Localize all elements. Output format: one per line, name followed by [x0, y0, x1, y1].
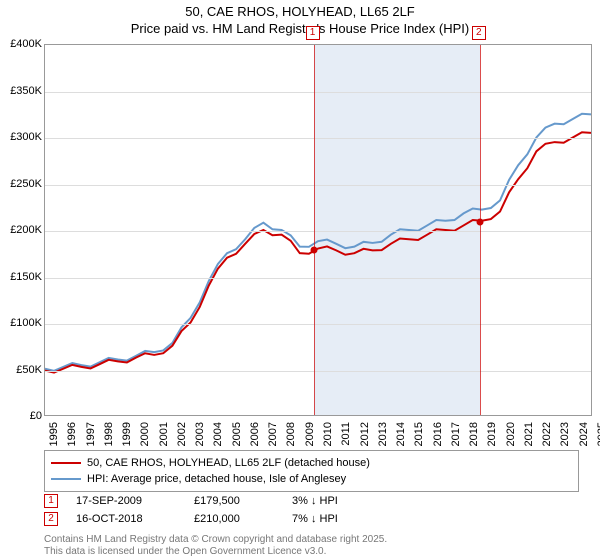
footer-line-2: This data is licensed under the Open Gov…: [44, 546, 387, 558]
y-tick-label: £200K: [10, 224, 42, 236]
marker-box: 1: [44, 494, 58, 508]
y-tick-label: £0: [30, 410, 42, 422]
transaction-row: 2 16-OCT-2018 £210,000 7% ↓ HPI: [44, 510, 382, 528]
series-line: [45, 132, 591, 372]
x-tick-label: 2003: [194, 422, 206, 446]
series-line: [45, 114, 591, 371]
x-tick-label: 2016: [432, 422, 444, 446]
footer-line-1: Contains HM Land Registry data © Crown c…: [44, 534, 387, 546]
x-tick-label: 2011: [340, 422, 352, 446]
x-tick-label: 2008: [285, 422, 297, 446]
txn-date: 16-OCT-2018: [76, 513, 176, 525]
x-tick-label: 2000: [139, 422, 151, 446]
gridline-h: [45, 185, 591, 186]
x-tick-label: 1998: [103, 422, 115, 446]
x-tick-label: 2015: [413, 422, 425, 446]
legend-item: 50, CAE RHOS, HOLYHEAD, LL65 2LF (detach…: [51, 455, 572, 471]
txn-hpi: 7% ↓ HPI: [292, 513, 382, 525]
x-tick-label: 2010: [322, 422, 334, 446]
x-tick-label: 2004: [212, 422, 224, 446]
marker-box: 2: [472, 26, 486, 40]
x-tick-label: 2006: [249, 422, 261, 446]
y-tick-label: £350K: [10, 85, 42, 97]
footer: Contains HM Land Registry data © Crown c…: [44, 534, 387, 558]
x-tick-label: 1999: [121, 422, 133, 446]
x-tick-label: 2020: [505, 422, 517, 446]
y-tick-label: £400K: [10, 38, 42, 50]
gridline-h: [45, 371, 591, 372]
marker-line: [314, 45, 315, 415]
title-line-2: Price paid vs. HM Land Registry's House …: [0, 21, 600, 38]
marker-line: [480, 45, 481, 415]
marker-box: 2: [44, 512, 58, 526]
x-tick-label: 2002: [176, 422, 188, 446]
legend-swatch: [51, 462, 81, 464]
x-tick-label: 2023: [559, 422, 571, 446]
x-tick-label: 2017: [450, 422, 462, 446]
title-line-1: 50, CAE RHOS, HOLYHEAD, LL65 2LF: [0, 4, 600, 21]
x-tick-label: 2007: [267, 422, 279, 446]
x-tick-label: 1995: [48, 422, 60, 446]
legend-label: 50, CAE RHOS, HOLYHEAD, LL65 2LF (detach…: [87, 457, 370, 469]
line-canvas: [45, 45, 591, 415]
x-tick-label: 2024: [578, 422, 590, 446]
txn-price: £179,500: [194, 495, 274, 507]
txn-date: 17-SEP-2009: [76, 495, 176, 507]
x-tick-label: 2005: [231, 422, 243, 446]
x-tick-label: 1997: [85, 422, 97, 446]
x-tick-label: 2014: [395, 422, 407, 446]
x-tick-label: 2009: [304, 422, 316, 446]
x-tick-label: 2021: [523, 422, 535, 446]
legend: 50, CAE RHOS, HOLYHEAD, LL65 2LF (detach…: [44, 450, 579, 492]
legend-swatch: [51, 478, 81, 480]
y-tick-label: £100K: [10, 317, 42, 329]
marker-dot: [310, 247, 317, 254]
y-tick-label: £50K: [16, 364, 42, 376]
y-tick-label: £250K: [10, 178, 42, 190]
gridline-h: [45, 138, 591, 139]
gridline-h: [45, 278, 591, 279]
x-tick-label: 2013: [377, 422, 389, 446]
x-tick-label: 1996: [66, 422, 78, 446]
chart-container: 50, CAE RHOS, HOLYHEAD, LL65 2LF Price p…: [0, 0, 600, 560]
transaction-row: 1 17-SEP-2009 £179,500 3% ↓ HPI: [44, 492, 382, 510]
gridline-h: [45, 92, 591, 93]
x-tick-label: 2018: [468, 422, 480, 446]
legend-item: HPI: Average price, detached house, Isle…: [51, 471, 572, 487]
gridline-h: [45, 231, 591, 232]
marker-box: 1: [306, 26, 320, 40]
transaction-table: 1 17-SEP-2009 £179,500 3% ↓ HPI 2 16-OCT-2018…: [44, 492, 382, 528]
txn-price: £210,000: [194, 513, 274, 525]
marker-dot: [476, 218, 483, 225]
y-tick-label: £300K: [10, 131, 42, 143]
y-tick-label: £150K: [10, 271, 42, 283]
gridline-h: [45, 324, 591, 325]
x-tick-label: 2019: [486, 422, 498, 446]
chart-title: 50, CAE RHOS, HOLYHEAD, LL65 2LF Price p…: [0, 0, 600, 38]
x-tick-label: 2001: [158, 422, 170, 446]
legend-label: HPI: Average price, detached house, Isle…: [87, 473, 346, 485]
x-tick-label: 2025: [596, 422, 600, 446]
plot-area: [44, 44, 592, 416]
x-tick-label: 2022: [541, 422, 553, 446]
txn-hpi: 3% ↓ HPI: [292, 495, 382, 507]
x-tick-label: 2012: [359, 422, 371, 446]
